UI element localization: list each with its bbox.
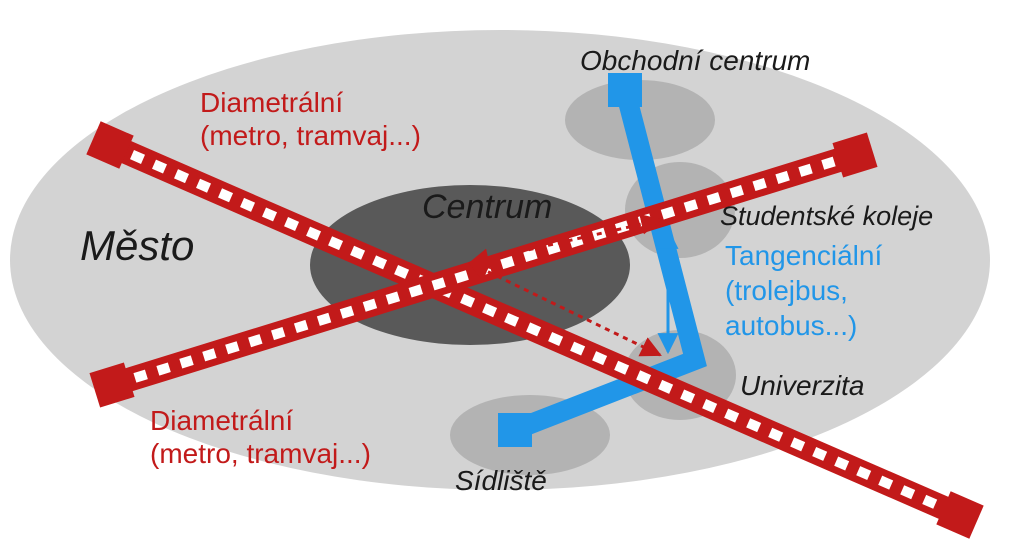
label-mall: Obchodní centrum — [580, 45, 810, 76]
transit-diagram: Město Centrum Obchodní centrum Studentsk… — [0, 0, 1019, 542]
label-center: Centrum — [422, 188, 552, 226]
label-diam2-l1: Diametrální — [150, 405, 293, 436]
label-diam1-l1: Diametrální — [200, 87, 343, 118]
label-dorms: Studentské koleje — [720, 201, 933, 231]
label-univ: Univerzita — [740, 370, 864, 401]
tangential-end-2 — [498, 413, 532, 447]
label-housing: Sídliště — [455, 465, 547, 496]
tangential-end-1 — [608, 73, 642, 107]
label-diam2-l2: (metro, tramvaj...) — [150, 438, 371, 469]
label-city: Město — [80, 222, 194, 269]
label-tang-l2: (trolejbus, — [725, 275, 848, 306]
label-tang-l1: Tangenciální — [725, 240, 882, 271]
label-diam1-l2: (metro, tramvaj...) — [200, 120, 421, 151]
label-tang-l3: autobus...) — [725, 310, 857, 341]
